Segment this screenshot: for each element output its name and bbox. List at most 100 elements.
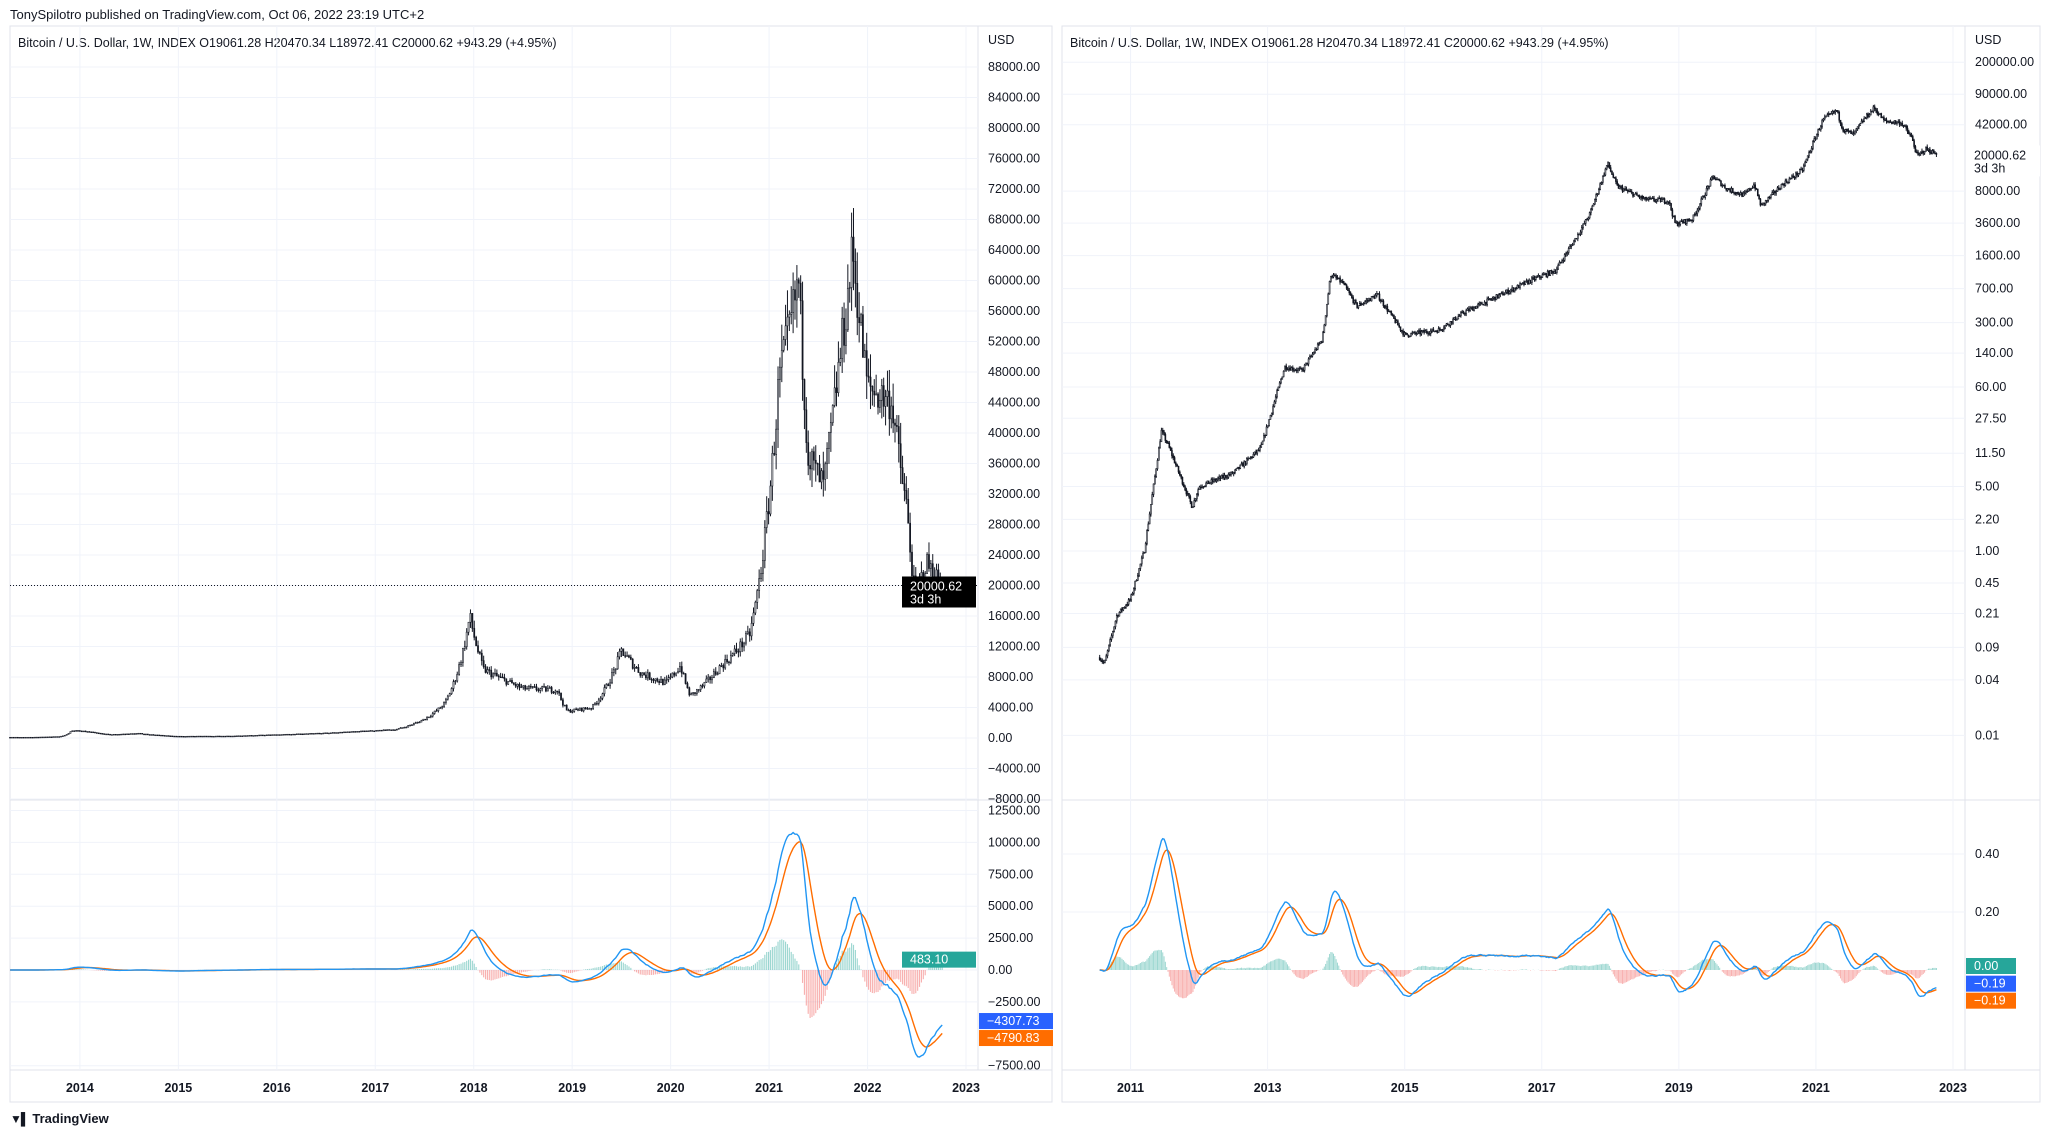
candle-body (1378, 293, 1381, 301)
candle-body (605, 684, 608, 688)
candle-body (26, 736, 28, 739)
candle-body (556, 690, 559, 693)
candle-body (380, 729, 383, 732)
candle-body (1906, 127, 1909, 132)
candle-body (1856, 126, 1859, 130)
candle-body (1599, 183, 1601, 190)
candle-body (837, 361, 840, 394)
candle-body (514, 683, 517, 687)
left-price-tick: 24000.00 (988, 548, 1040, 562)
candle-body (1869, 110, 1872, 116)
candle-body (622, 648, 625, 656)
candle-body (712, 671, 715, 678)
candle-body (1699, 203, 1701, 209)
candle-body (1770, 194, 1772, 198)
left-currency-label: USD (988, 33, 1014, 47)
candle-body (1305, 362, 1307, 366)
candle-body (1282, 370, 1285, 378)
candle-body (763, 527, 766, 561)
candle-body (56, 736, 59, 738)
candle-body (845, 329, 847, 346)
candle-body (1234, 469, 1236, 473)
candle-body (1700, 198, 1703, 205)
macd-signal-line (10, 841, 943, 1048)
candle-body (1595, 194, 1598, 200)
candle-body (1851, 131, 1854, 134)
candle-body (846, 288, 849, 331)
candle-body (1609, 167, 1612, 172)
candle-body (1398, 324, 1400, 328)
candle-body (1900, 122, 1902, 126)
candle-body (1418, 330, 1420, 332)
candle-body (1437, 328, 1440, 333)
candle-body (1848, 130, 1851, 132)
candle-body (331, 732, 334, 734)
candle-body (133, 733, 136, 735)
candle-body (139, 732, 142, 735)
candle-body (275, 734, 277, 736)
candle-body (228, 735, 230, 738)
candle-body (533, 686, 536, 688)
candle-body (1427, 332, 1429, 335)
candle-body (1787, 181, 1789, 184)
candle-body (1712, 175, 1714, 178)
candle-body (1185, 489, 1188, 495)
candle-body (1119, 608, 1122, 613)
candle-body (1523, 282, 1525, 285)
candle-body (1716, 178, 1718, 181)
candle-body (799, 282, 802, 302)
candle-body (145, 733, 147, 736)
candle-body (1109, 639, 1112, 646)
candle-body (656, 678, 659, 682)
candle-body (1839, 119, 1842, 125)
candle-body (1875, 108, 1877, 112)
candle-body (446, 695, 449, 700)
candle-body (335, 732, 338, 734)
candle-body (216, 735, 219, 738)
candle-body (737, 651, 740, 653)
candle-body (194, 735, 196, 738)
candle-body (1179, 471, 1181, 476)
candle-body (879, 400, 881, 408)
candle-body (9, 736, 11, 739)
candle-body (696, 689, 698, 694)
candle-body (1407, 334, 1410, 337)
candle-body (282, 734, 285, 736)
candle-body (669, 676, 672, 679)
candle-body (484, 666, 487, 673)
candle-body (1797, 173, 1800, 176)
candle-body (1236, 466, 1239, 469)
candle-body (480, 652, 483, 661)
candle-body (690, 693, 693, 696)
candle-body (1113, 626, 1115, 632)
left-time-tick: 2021 (755, 1081, 783, 1095)
candle-body (1726, 188, 1729, 191)
candle-body (714, 671, 717, 675)
candle-body (1202, 486, 1205, 488)
candle-body (1764, 200, 1767, 205)
candle-body (543, 686, 545, 688)
candle-body (1221, 475, 1223, 479)
candle-body (1483, 301, 1486, 306)
candle-body (1885, 119, 1888, 122)
candle-body (412, 723, 415, 726)
candle-body (63, 734, 66, 737)
candle-body (250, 735, 253, 737)
candle-body (548, 687, 551, 689)
candle-body (1210, 479, 1213, 483)
candle-body (260, 734, 262, 737)
candle-body (1164, 434, 1167, 441)
candle-body (1247, 458, 1249, 460)
candle-body (584, 707, 587, 709)
candle-body (1537, 275, 1540, 278)
candle-body (1532, 277, 1534, 279)
candle-body (111, 734, 113, 736)
candle-body (1129, 599, 1131, 601)
candle-body (265, 734, 268, 737)
tradingview-logo[interactable]: ▼▌ TradingView (10, 1111, 109, 1126)
candle-body (558, 691, 561, 694)
candle-body (509, 680, 511, 682)
candle-body (1246, 458, 1248, 465)
candle-body (299, 733, 302, 735)
